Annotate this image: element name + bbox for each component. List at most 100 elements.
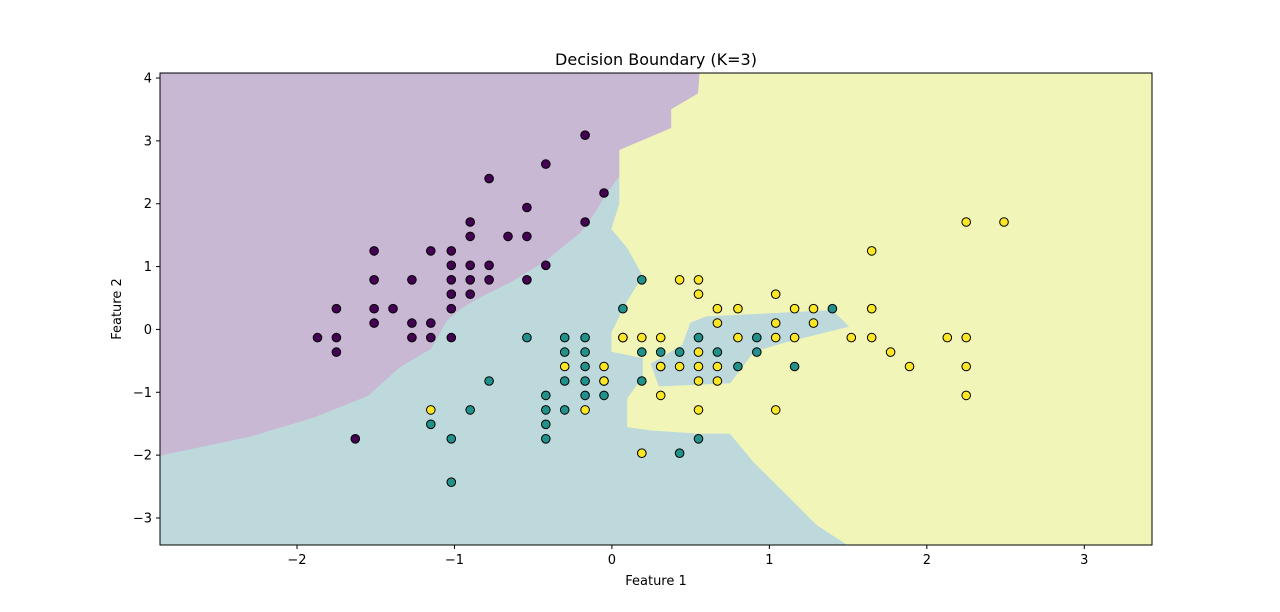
point-class-0 [331,332,342,343]
point-class-1 [580,332,590,343]
point-class-2 [961,361,972,372]
point-class-1 [580,390,590,401]
x-axis-label: Feature 1 [625,574,687,589]
point-class-2 [789,332,800,343]
point-class-0 [541,159,551,169]
point-class-2 [693,347,704,357]
point-class-1 [426,419,436,430]
point-class-2 [961,332,972,343]
point-class-0 [580,217,590,227]
x-tick-label: 3 [1080,553,1088,568]
point-class-0 [484,173,494,184]
point-class-0 [465,275,476,285]
point-class-0 [446,246,457,256]
y-axis-label: Feature 2 [110,278,125,340]
y-tick-label: 3 [144,134,152,149]
x-tick-label: 1 [765,553,773,568]
point-class-1 [637,376,647,386]
region-class-2-1 [611,73,1152,545]
point-class-2 [866,332,877,343]
point-class-0 [541,260,551,271]
point-class-2 [655,361,666,372]
point-class-0 [350,434,361,444]
point-class-1 [789,361,800,372]
point-class-2 [808,303,819,314]
point-class-0 [503,231,513,242]
point-class-2 [637,448,647,459]
point-class-1 [580,376,590,386]
y-tick-label: −1 [133,386,152,401]
point-class-0 [446,260,457,271]
point-class-1 [674,347,685,357]
point-class-2 [674,275,685,285]
point-class-1 [693,332,704,343]
y-tick-label: −2 [133,449,152,464]
point-class-2 [770,405,781,415]
point-class-1 [559,332,570,343]
point-class-2 [770,289,781,300]
point-class-1 [484,376,494,386]
point-class-2 [789,303,800,314]
point-class-2 [808,318,819,328]
y-tick-label: 0 [144,323,152,338]
point-class-1 [559,405,570,415]
point-class-0 [580,130,590,140]
point-class-1 [580,347,590,357]
point-class-2 [942,332,953,343]
y-tick-label: 2 [144,197,152,212]
point-class-1 [712,347,723,357]
point-class-1 [752,332,762,343]
point-class-2 [599,376,609,386]
x-axis: −2 −1 0 1 2 3 [287,545,1088,568]
point-class-1 [465,405,476,415]
point-class-1 [693,434,704,444]
point-class-1 [637,347,647,357]
point-class-0 [426,332,436,343]
point-class-0 [369,275,379,285]
point-class-0 [426,318,436,328]
point-class-1 [541,419,551,430]
point-class-2 [712,376,723,386]
y-tick-label: 4 [144,72,152,87]
point-class-2 [866,246,877,256]
point-class-1 [541,434,551,444]
point-class-1 [580,361,590,372]
point-class-2 [904,361,915,372]
plot-frame [159,72,1153,546]
point-class-0 [388,303,398,314]
x-tick-label: 2 [923,553,931,568]
point-class-1 [559,376,570,386]
point-class-1 [599,390,609,401]
point-class-2 [770,318,781,328]
point-class-2 [693,405,704,415]
point-class-0 [522,231,532,242]
point-class-0 [484,275,494,285]
point-class-2 [885,347,896,357]
point-class-2 [693,376,704,386]
point-class-2 [599,361,609,372]
x-tick-label: −1 [445,553,464,568]
point-class-1 [655,347,666,357]
chart-title: Decision Boundary (K=3) [555,50,757,69]
point-class-0 [446,275,457,285]
point-class-2 [733,332,743,343]
point-class-1 [827,303,838,314]
point-class-0 [465,260,476,271]
point-class-0 [331,303,342,314]
point-class-0 [465,217,476,227]
point-class-1 [446,434,457,444]
point-class-2 [961,390,972,401]
point-class-0 [369,318,379,328]
point-class-2 [655,390,666,401]
point-class-2 [866,303,877,314]
point-class-1 [674,448,685,459]
point-class-0 [407,318,417,328]
point-class-0 [465,289,476,300]
y-tick-label: −3 [133,511,152,526]
point-class-2 [712,303,723,314]
decision-regions [160,73,1152,545]
point-class-0 [484,260,494,271]
point-class-1 [522,332,532,343]
point-class-2 [693,289,704,300]
point-class-0 [369,303,379,314]
